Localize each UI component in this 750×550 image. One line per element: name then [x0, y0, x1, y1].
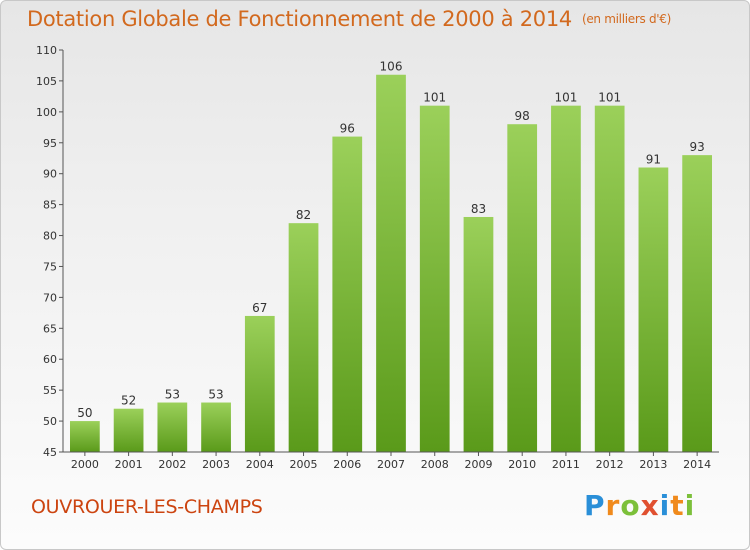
bar-2003 — [201, 402, 231, 452]
chart-title: Dotation Globale de Fonctionnement de 20… — [27, 7, 671, 31]
bar-value-label: 98 — [515, 109, 530, 123]
proxiti-logo: Proxiti — [584, 489, 695, 522]
y-tick-label: 90 — [43, 168, 57, 181]
bar-value-label: 101 — [423, 91, 446, 105]
bar-2009 — [463, 216, 494, 452]
logo-letter: t — [670, 489, 685, 522]
y-axis: 45 50 55 60 65 70 75 80 85 90 95 100 105 110 — [36, 44, 64, 459]
bar-2002 — [157, 402, 188, 452]
y-tick-label: 105 — [36, 75, 57, 88]
x-tick-label: 2004 — [246, 458, 274, 471]
x-tick-label: 2002 — [158, 458, 186, 471]
bar-2014 — [682, 155, 713, 452]
logo-letter: P — [584, 489, 606, 522]
y-tick-label: 60 — [43, 353, 57, 366]
logo-letter: x — [640, 489, 660, 522]
bars-group: 50 52 53 53 67 82 96 106 101 83 98 101 101 91 93 — [69, 60, 713, 453]
bar-value-label: 50 — [77, 406, 92, 420]
bar-2000 — [69, 421, 100, 452]
bar-value-label: 67 — [252, 301, 267, 315]
y-tick-label: 95 — [43, 137, 57, 150]
bar-2011 — [551, 105, 581, 453]
y-tick-label: 50 — [43, 415, 57, 428]
bar-value-label: 82 — [296, 208, 311, 222]
x-tick-label: 2011 — [552, 458, 580, 471]
x-tick-label: 2009 — [464, 458, 492, 471]
bar-2008 — [419, 105, 450, 453]
y-tick-label: 85 — [43, 199, 57, 212]
x-tick-label: 2007 — [377, 458, 405, 471]
bar-value-label: 96 — [340, 122, 355, 136]
y-tick-label: 70 — [43, 291, 57, 304]
bar-value-label: 106 — [380, 60, 403, 74]
x-tick-label: 2005 — [290, 458, 318, 471]
x-tick-label: 2012 — [596, 458, 624, 471]
x-tick-label: 2006 — [333, 458, 361, 471]
bar-value-label: 93 — [689, 140, 704, 154]
y-tick-label: 110 — [36, 44, 57, 57]
y-tick-label: 55 — [43, 384, 57, 397]
bar-value-label: 83 — [471, 202, 486, 216]
logo-letter: r — [605, 489, 621, 522]
title-text: Dotation Globale de Fonctionnement de 20… — [27, 7, 572, 31]
bar-2012 — [594, 105, 625, 453]
y-tick-label: 80 — [43, 230, 57, 243]
x-axis: 2000 2001 2002 2003 2004 2005 2006 2007 2008 2009… — [63, 451, 719, 471]
x-tick-label: 2013 — [639, 458, 667, 471]
bar-2001 — [113, 408, 144, 452]
bar-2006 — [332, 136, 363, 453]
x-tick-label: 2000 — [71, 458, 99, 471]
x-tick-label: 2001 — [115, 458, 143, 471]
commune-name: OUVROUER-LES-CHAMPS — [31, 496, 263, 518]
bar-2007 — [376, 74, 406, 452]
logo-letter: i — [659, 489, 671, 522]
y-tick-label: 100 — [36, 106, 57, 119]
bar-value-label: 52 — [121, 394, 136, 408]
bar-value-label: 91 — [646, 153, 661, 167]
y-tick-label: 45 — [43, 446, 57, 459]
bar-2010 — [507, 124, 538, 452]
x-tick-label: 2003 — [202, 458, 230, 471]
x-tick-label: 2014 — [683, 458, 711, 471]
bar-2004 — [244, 315, 275, 452]
bar-value-label: 53 — [208, 388, 223, 402]
y-tick-label: 65 — [43, 322, 57, 335]
logo-letter: i — [684, 489, 696, 522]
x-tick-label: 2008 — [421, 458, 449, 471]
bar-value-label: 53 — [165, 388, 180, 402]
bar-2013 — [638, 167, 669, 452]
bar-value-label: 101 — [598, 91, 621, 105]
bar-value-label: 101 — [554, 91, 577, 105]
bar-2005 — [288, 223, 319, 452]
unit-label: (en milliers d'€) — [581, 12, 671, 26]
logo-letter: o — [620, 489, 641, 522]
y-tick-label: 75 — [43, 260, 57, 273]
x-tick-label: 2010 — [508, 458, 536, 471]
